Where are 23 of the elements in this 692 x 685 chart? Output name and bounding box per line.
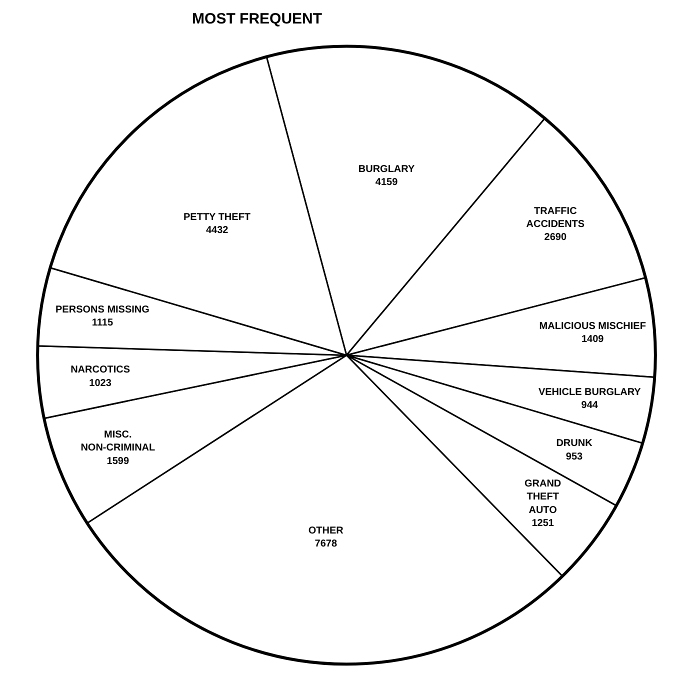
- slice-label: MISC. NON-CRIMINAL: [80, 430, 156, 454]
- data-label: 1409: [581, 334, 604, 346]
- slice-label: VEHICLE BURGLARY: [538, 386, 642, 398]
- slice-label: DRUNK: [556, 438, 594, 450]
- data-label: 2690: [544, 232, 567, 244]
- slice-label: TRAFFIC ACCIDENTS: [526, 206, 585, 230]
- slice-label: MALICIOUS MISCHIEF: [539, 320, 646, 332]
- data-label: 953: [566, 451, 584, 462]
- chart-title: MOST FREQUENT: [192, 10, 322, 28]
- data-label: 1023: [89, 378, 112, 389]
- data-label: 1115: [92, 318, 114, 329]
- data-label: 1251: [532, 518, 554, 530]
- slice-label: PETTY THEFT: [183, 212, 251, 223]
- data-label: 944: [581, 400, 598, 412]
- slice-label: BURGLARY: [358, 164, 415, 175]
- slice-label: NARCOTICS: [70, 364, 130, 376]
- data-label: 4159: [375, 177, 398, 188]
- data-label: 7678: [314, 538, 338, 550]
- slice-label: GRAND THEFT AUTO: [524, 478, 562, 516]
- data-label: 1599: [106, 456, 130, 467]
- slice-label: OTHER: [308, 525, 344, 536]
- slice-label: PERSONS MISSING: [56, 304, 150, 316]
- data-label: 4432: [206, 224, 229, 236]
